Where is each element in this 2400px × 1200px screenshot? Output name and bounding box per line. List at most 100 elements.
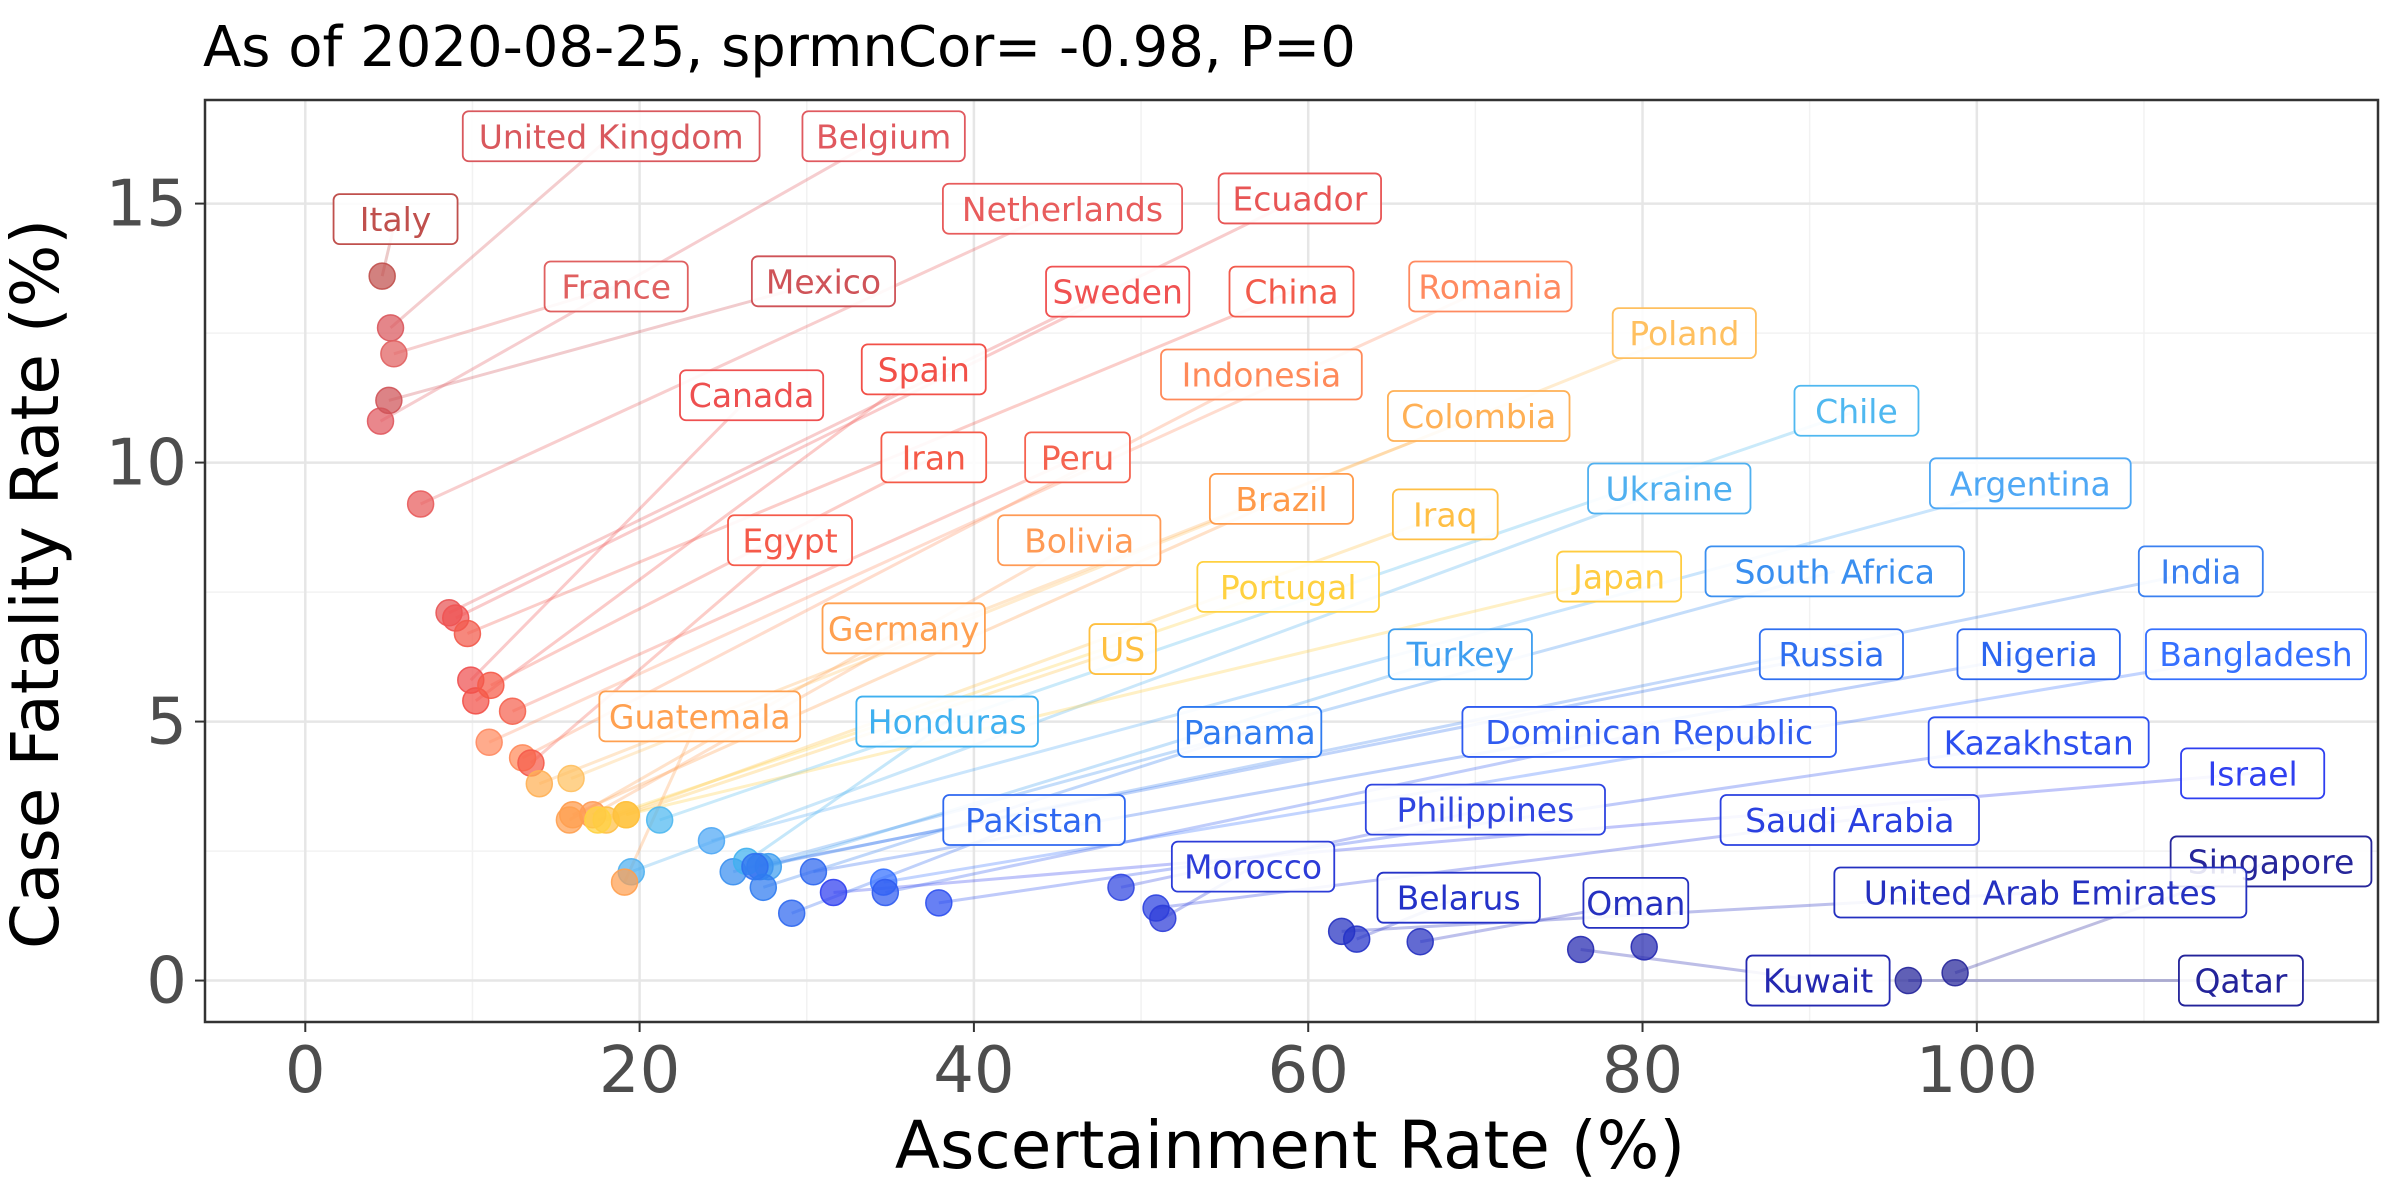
label-connector [623, 715, 702, 883]
data-point [453, 619, 482, 648]
point-label-box [1170, 840, 1336, 893]
label-connector [754, 652, 1832, 869]
label-connector [455, 290, 1119, 620]
data-point [406, 490, 435, 518]
data-point [477, 671, 505, 700]
data-point [584, 806, 612, 834]
point-label: US [1100, 630, 1145, 669]
point-label-box [727, 514, 853, 567]
point-label: Qatar [2194, 962, 2287, 1001]
data-point [612, 801, 640, 829]
point-label: Nigeria [1980, 635, 2098, 674]
point-label-box [880, 431, 988, 484]
point-label: Dominican Republic [1485, 713, 1813, 752]
point-label-box [679, 369, 825, 422]
y-tick-label: 0 [146, 945, 187, 1019]
point-label: Belarus [1397, 879, 1521, 918]
data-point [697, 826, 726, 855]
label-connector [529, 539, 792, 765]
chart-title: As of 2020-08-25, sprmnCor= -0.98, P=0 [203, 15, 1356, 80]
point-label: Indonesia [1182, 356, 1342, 395]
point-label-box [1556, 550, 1683, 603]
x-tick-label: 20 [599, 1034, 680, 1108]
point-label-box [1582, 876, 1690, 929]
y-axis-title: Case Fatality Rate (%) [0, 219, 74, 949]
point-label-box [801, 110, 966, 163]
point-label-box [941, 182, 1183, 235]
point-label: Argentina [1950, 464, 2111, 503]
point-label: Kazakhstan [1944, 723, 2134, 762]
data-point [498, 697, 527, 725]
point-label-box [2180, 747, 2326, 800]
point-label-box [1719, 794, 1980, 846]
label-connector [630, 487, 1670, 874]
label-connector [490, 456, 935, 687]
point-label: Oman [1586, 884, 1685, 923]
point-label-box [1088, 623, 1157, 675]
point-label-box [855, 695, 1039, 748]
point-label-box [598, 690, 802, 743]
point-label-box [1956, 628, 2121, 681]
point-label-box [1461, 706, 1837, 758]
data-point [749, 873, 778, 902]
point-label-box [1217, 172, 1382, 225]
data-point [525, 769, 554, 798]
point-label-box [461, 110, 761, 163]
data-point [777, 899, 806, 927]
x-tick-label: 40 [933, 1034, 1014, 1108]
point-label: Bangladesh [2159, 635, 2352, 674]
point-label-box [2137, 545, 2264, 598]
point-label-box [2145, 628, 2367, 681]
x-tick-label: 80 [1602, 1034, 1683, 1108]
data-point [368, 262, 396, 290]
point-label: Pakistan [965, 801, 1103, 840]
point-label-box [1758, 628, 1904, 681]
point-label-box [1376, 871, 1541, 924]
x-tick-label: 0 [285, 1034, 326, 1108]
x-tick-label: 60 [1267, 1034, 1348, 1108]
label-connector [767, 652, 1461, 869]
y-tick-label: 10 [106, 427, 187, 501]
point-label: Philippines [1397, 791, 1575, 830]
point-label-box [997, 514, 1162, 567]
y-tick-label: 15 [106, 168, 187, 242]
data-point [819, 878, 848, 907]
data-point [610, 868, 639, 896]
point-label-box [1387, 390, 1571, 442]
point-label: Morocco [1184, 848, 1322, 887]
point-label: Israel [2208, 754, 2298, 793]
point-label: Spain [878, 350, 970, 389]
point-label: Netherlands [962, 190, 1163, 229]
point-label: China [1244, 273, 1338, 312]
label-connector [592, 538, 1080, 817]
point-label-box [1587, 462, 1752, 515]
point-label-box [543, 260, 689, 313]
label-connector [511, 456, 1079, 713]
point-label: Bolivia [1024, 521, 1134, 560]
point-label-box [1391, 488, 1499, 541]
y-tick-label: 5 [146, 686, 187, 760]
point-label: Mexico [766, 262, 881, 301]
data-point [380, 340, 408, 368]
point-label: Ukraine [1606, 469, 1733, 508]
point-label: Iran [902, 438, 966, 477]
point-label-box [1387, 628, 1533, 681]
point-label-box [1177, 706, 1323, 758]
point-label-box [1228, 265, 1355, 318]
label-connector [711, 481, 2031, 843]
data-point [555, 806, 584, 834]
point-label-box [332, 193, 459, 246]
point-label: Russia [1778, 635, 1884, 674]
point-label-box [1704, 545, 1965, 598]
point-label-box [1024, 431, 1131, 484]
label-connector [466, 290, 1293, 635]
point-label: Japan [1571, 558, 1665, 597]
point-label-box [2178, 954, 2304, 1007]
data-point [1566, 935, 1595, 964]
point-label-box [1408, 260, 1573, 313]
point-label-box [860, 343, 987, 396]
point-label-box [942, 794, 1126, 846]
data-point [925, 889, 953, 917]
point-label: South Africa [1734, 552, 1935, 591]
